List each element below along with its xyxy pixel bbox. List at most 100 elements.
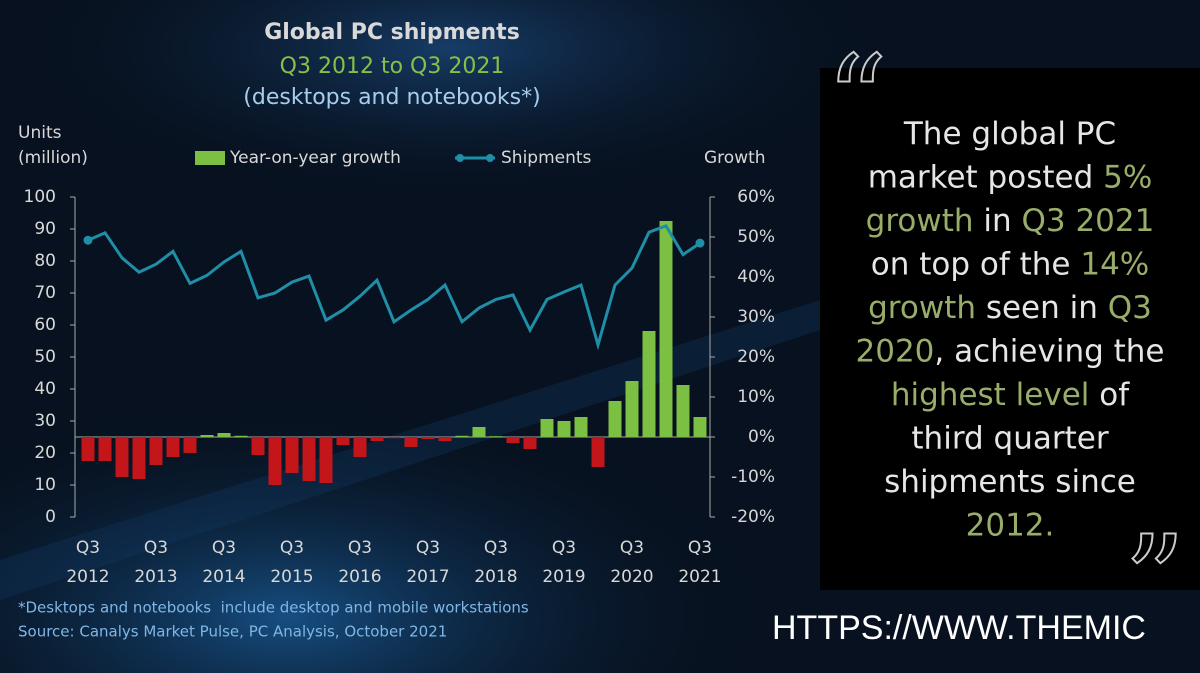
y-tick-label: 50 [34,347,56,367]
bar [183,437,197,453]
quote-text: of [1089,377,1130,413]
y-tick-label: 0 [45,507,56,527]
quote-text: , achieving the [934,333,1164,369]
source: Source: Canalys Market Pulse, PC Analysi… [18,623,447,641]
quote-text: The global PC [903,116,1116,152]
quote-text: market posted [868,159,1103,195]
quote-text: shipments since [884,464,1136,500]
bar [115,437,129,477]
y2-tick-label: 10% [737,387,775,407]
quote-line: market posted 5% [868,159,1153,195]
y-axis-label: (million) [18,148,88,168]
quote-highlight: growth [866,203,974,239]
bar [98,437,112,461]
y2-tick-label: 0% [748,427,775,447]
line-end-marker [83,235,93,245]
quote-text: third quarter [911,420,1108,456]
x-tick-label: Q3 2021 [678,538,721,587]
y2-tick-label: 60% [737,187,775,207]
bar [285,437,299,473]
quote-line: 2020, achieving the [856,333,1165,369]
quote-highlight: 2020 [856,333,935,369]
bar [149,437,163,465]
bar [540,419,554,437]
bar [132,437,146,479]
x-tick-label: Q3 2020 [610,538,653,587]
x-tick-label: Q3 2018 [474,538,517,587]
y2-tick-label: 50% [737,227,775,247]
bar [302,437,316,481]
y-tick-label: 20 [34,443,56,463]
bar [387,437,401,439]
quote-text: in [974,203,1022,239]
bar [268,437,282,485]
open-quote-mark: “ [826,31,887,170]
quote-line: 2012. [966,507,1055,543]
bar [642,331,656,437]
background-streak [0,300,820,600]
bar [421,437,435,439]
x-tick-label: Q3 2019 [542,538,585,587]
watermark: HTTPS://WWW.THEMIC [772,609,1146,647]
close-quote-mark: ” [1124,511,1185,650]
y-tick-label: 10 [34,475,56,495]
quote-line: highest level of [891,377,1130,413]
bar [608,401,622,437]
bar [455,435,469,437]
y-tick-label: 40 [34,379,56,399]
y-tick-label: 90 [34,219,56,239]
bar [81,437,95,461]
y-tick-label: 60 [34,315,56,335]
quote-highlight: Q3 [1108,290,1152,326]
bar [353,437,367,457]
quote-highlight: Q3 2021 [1021,203,1154,239]
quote-highlight: 5% [1103,159,1152,195]
quote-highlight: highest level [891,377,1090,413]
bar [506,437,520,443]
quote-line: The global PC [903,116,1116,152]
bar [574,417,588,437]
bar [472,427,486,437]
bar [217,433,231,437]
bar [659,221,673,437]
quote-highlight: growth [868,290,976,326]
bar [251,437,265,455]
quote-panel [820,68,1200,590]
legend-swatch [195,151,225,165]
line [87,223,701,351]
quote-text: seen in [976,290,1108,326]
quote-line: on top of the 14% [871,246,1150,282]
quote-text: on top of the [871,246,1081,282]
quote-highlight: 14% [1080,246,1149,282]
legend-label: Year-on-year growth [229,148,401,168]
bar [676,385,690,437]
y2-tick-label: -20% [731,507,775,527]
bar [336,437,350,445]
y-tick-label: 100 [24,187,56,207]
bar [370,437,384,441]
x-tick-label: Q3 2015 [270,538,313,587]
x-tick-label: Q3 2013 [134,538,177,587]
legend-label: Shipments [501,148,592,168]
x-tick-label: Q3 2016 [338,538,381,587]
y-axis-label: Units [18,123,62,143]
bar [166,437,180,457]
y-tick-label: 80 [34,251,56,271]
x-tick-label: Q3 2012 [66,538,109,587]
y2-tick-label: -10% [731,467,775,487]
chart-title: Global PC shipments [264,20,520,45]
line-end-marker [695,238,705,248]
x-tick-label: Q3 2014 [202,538,245,587]
bar [234,435,248,437]
bar [625,381,639,437]
legend-swatch [456,154,464,162]
bar [200,435,214,437]
y-tick-label: 30 [34,411,56,431]
bar [523,437,537,449]
bar [693,417,707,437]
bar [404,437,418,447]
bar [489,436,503,437]
bar [438,437,452,441]
x-tick-label: Q3 2017 [406,538,449,587]
